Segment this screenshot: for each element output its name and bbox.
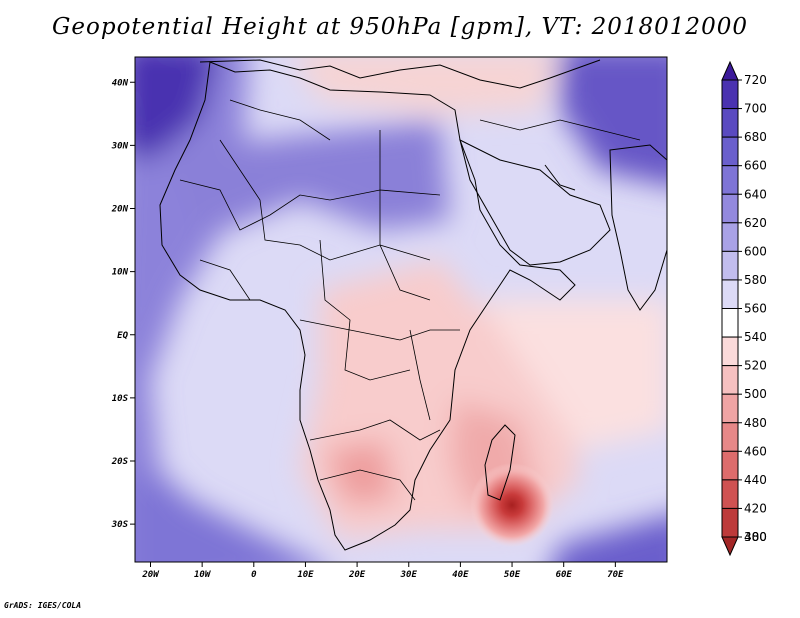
colorbar-swatch	[721, 222, 739, 252]
field-med-low	[294, 57, 558, 115]
longitude-axis: 20W 10W 0 10E 20E 30E 40E 50E 60E 70E	[141, 562, 624, 580]
lat-tick-label: 30N	[111, 141, 129, 151]
border-line	[409, 329, 431, 421]
border-line	[309, 419, 441, 441]
latitude-axis: 40N 30N 20N 10N EQ 10S 20S 30S	[111, 78, 135, 530]
colorbar-swatch	[721, 79, 739, 110]
lon-tick-label: 20W	[141, 570, 160, 580]
border-line	[199, 259, 251, 301]
border-line	[319, 469, 416, 501]
lon-tick-label: 30E	[400, 570, 418, 580]
border-line	[379, 130, 431, 301]
lat-tick-label: 20S	[111, 457, 129, 467]
colorbar-label: 400	[744, 530, 767, 544]
europe-coastline	[199, 59, 601, 89]
lon-tick-label: 0	[251, 570, 257, 580]
colorbar-label: 660	[744, 159, 767, 173]
colorbar-label: 700	[744, 102, 767, 116]
colorbar-swatch	[721, 450, 739, 481]
coastlines	[159, 59, 667, 551]
lon-tick-label: 10W	[194, 570, 212, 580]
border-line	[319, 239, 411, 381]
lon-tick-label: 70E	[607, 570, 624, 580]
madagascar-coastline	[484, 424, 516, 501]
colorbar-swatch	[721, 393, 739, 424]
height-field	[135, 57, 667, 562]
africa-coastline	[159, 61, 576, 551]
border-line	[479, 119, 641, 141]
colorbar-swatch	[721, 479, 739, 509]
colorbar-swatch	[721, 365, 739, 395]
lat-tick-label: EQ	[117, 331, 128, 341]
colorbar-swatch	[721, 279, 739, 309]
colorbar-label: 560	[744, 302, 767, 316]
colorbar-label: 380	[744, 530, 767, 544]
country-borders	[179, 99, 641, 501]
field-indian-ocean-low	[480, 300, 667, 450]
colorbar-swatch	[721, 308, 739, 338]
border-line	[179, 179, 441, 231]
field-ne-high	[560, 57, 667, 185]
colorbar-label: 440	[744, 473, 767, 487]
border-line	[219, 139, 431, 261]
lon-tick-label: 60E	[556, 570, 573, 580]
colorbar-label: 720	[744, 73, 767, 87]
colorbar: 720 700 680 660 640 620 600 580 560 540 520 500 480 4…	[721, 60, 767, 557]
field-cyclone-low	[470, 463, 554, 547]
border-line	[229, 99, 331, 141]
lon-tick-label: 50E	[504, 570, 521, 580]
colorbar-label: 420	[744, 501, 767, 515]
field-nw-high	[135, 57, 217, 160]
colorbar-swatch	[721, 136, 739, 167]
lon-tick-label: 10E	[297, 570, 314, 580]
colorbar-top-arrow	[721, 60, 739, 81]
colorbar-label: 460	[744, 444, 767, 458]
chart-title: Geopotential Height at 950hPa [gpm], VT:…	[52, 14, 748, 40]
colorbar-label: 500	[744, 387, 767, 401]
lat-tick-label: 10N	[112, 268, 129, 278]
border-line	[299, 319, 460, 341]
colorbar-swatch	[721, 507, 739, 538]
colorbar-swatch	[721, 250, 739, 281]
arabian-gulf	[544, 164, 576, 191]
colorbar-label: 620	[744, 216, 767, 230]
field-west-high	[135, 57, 280, 562]
field-se-high	[553, 516, 667, 562]
lat-tick-label: 20N	[111, 205, 129, 215]
colorbar-label: 640	[744, 187, 767, 201]
india-coastline	[609, 144, 667, 311]
colorbar-swatch	[721, 193, 739, 224]
lat-tick-label: 30S	[111, 520, 129, 530]
colorbar-swatch	[721, 422, 739, 452]
colorbar-label: 580	[744, 273, 767, 287]
colorbar-label: 680	[744, 130, 767, 144]
colorbar-label: 480	[744, 416, 767, 430]
field-south-high	[135, 472, 314, 562]
arabia-coastline	[459, 139, 611, 266]
colorbar-swatch	[721, 336, 739, 367]
colorbar-label: 540	[744, 330, 767, 344]
colorbar-label: 520	[744, 359, 767, 373]
lon-tick-label: 20E	[348, 570, 366, 580]
colorbar-swatch	[721, 108, 739, 138]
footer-credit: GrADS: IGES/COLA	[4, 601, 82, 610]
lat-tick-label: 40N	[112, 78, 129, 88]
colorbar-swatch	[721, 165, 739, 195]
lon-tick-label: 40E	[452, 570, 469, 580]
map-frame	[134, 56, 668, 563]
field-kalahari-low	[325, 440, 395, 505]
colorbar-label: 600	[744, 244, 767, 258]
lat-tick-label: 10S	[112, 394, 129, 404]
colorbar-bottom-arrow	[721, 536, 739, 557]
